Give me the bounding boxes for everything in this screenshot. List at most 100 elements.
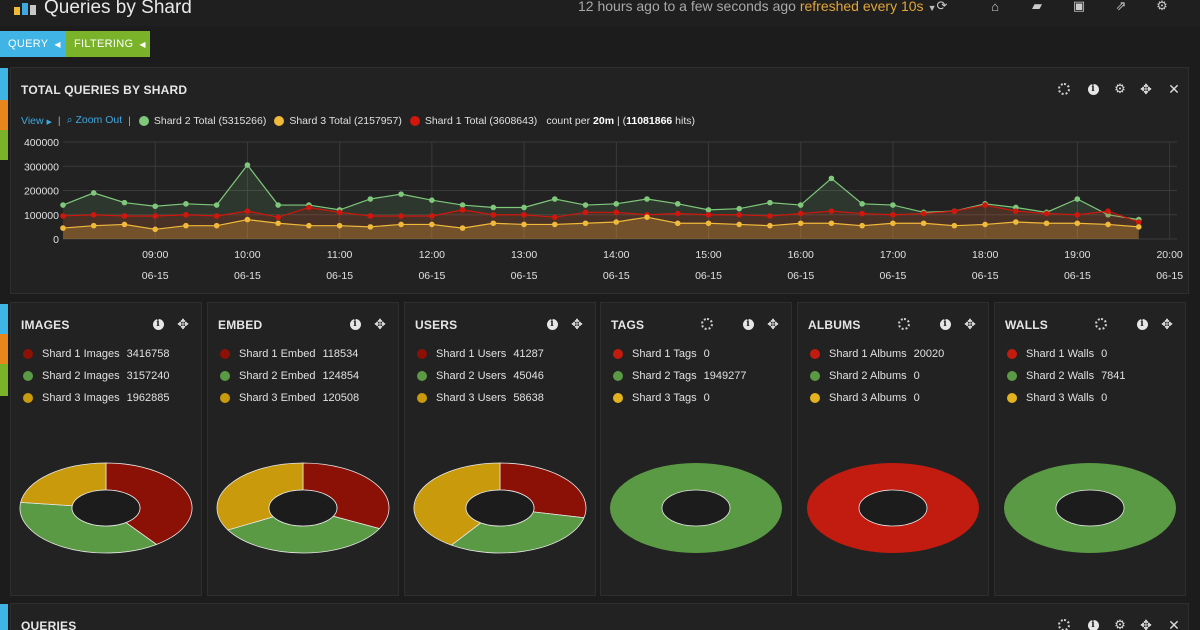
data-point[interactable] <box>521 204 527 211</box>
refresh-icon[interactable]: ⟳ <box>936 0 948 13</box>
data-point[interactable] <box>275 202 281 208</box>
data-point[interactable] <box>1135 224 1142 230</box>
data-point[interactable] <box>705 220 712 227</box>
data-point[interactable] <box>582 202 589 208</box>
data-point[interactable] <box>121 213 128 219</box>
donut-slice[interactable] <box>610 463 782 553</box>
info-icon[interactable]: i <box>150 316 166 332</box>
donut-slice[interactable] <box>807 463 979 553</box>
data-point[interactable] <box>797 220 804 227</box>
gear-icon[interactable]: ⚙ <box>1114 81 1126 96</box>
data-point[interactable] <box>60 213 66 219</box>
data-point[interactable] <box>213 213 220 219</box>
data-point[interactable] <box>1135 219 1142 225</box>
legend-item[interactable]: Shard 1 Albums 20020 <box>810 348 944 360</box>
legend-item[interactable]: Shard 2 Users 45046 <box>417 370 544 382</box>
data-point[interactable] <box>336 222 343 229</box>
data-point[interactable] <box>890 211 896 218</box>
data-point[interactable] <box>521 211 527 218</box>
data-point[interactable] <box>1074 211 1081 218</box>
move-icon[interactable]: ✥ <box>767 315 779 332</box>
time-range-picker[interactable]: 12 hours ago to a few seconds ago refres… <box>578 0 936 14</box>
legend-item[interactable]: Shard 1 Tags 0 <box>613 348 710 360</box>
data-point[interactable] <box>275 214 281 220</box>
series-line[interactable] <box>62 216 1139 230</box>
data-point[interactable] <box>152 226 159 233</box>
data-point[interactable] <box>90 222 97 229</box>
move-icon[interactable]: ✥ <box>1140 616 1152 630</box>
legend-item[interactable]: Shard 2 Total (5315266) <box>153 114 267 127</box>
gear-icon[interactable]: ⚙ <box>1156 0 1168 13</box>
data-point[interactable] <box>767 199 773 206</box>
data-point[interactable] <box>613 219 620 225</box>
images-donut-chart[interactable] <box>11 453 201 563</box>
data-point[interactable] <box>90 190 97 196</box>
data-point[interactable] <box>644 196 650 202</box>
gear-icon[interactable]: ⚙ <box>1114 617 1126 630</box>
close-icon[interactable]: ✕ <box>1168 616 1180 630</box>
legend-item[interactable]: Shard 2 Walls 7841 <box>1007 370 1126 382</box>
data-point[interactable] <box>828 175 835 182</box>
data-point[interactable] <box>1043 210 1050 217</box>
data-point[interactable] <box>613 201 620 207</box>
data-point[interactable] <box>982 221 988 228</box>
folder-open-icon[interactable]: ▰ <box>1032 0 1042 13</box>
data-point[interactable] <box>213 222 220 229</box>
data-point[interactable] <box>213 202 220 208</box>
share-icon[interactable]: ⇗ <box>1115 0 1127 13</box>
tags-donut-chart[interactable] <box>601 453 791 563</box>
data-point[interactable] <box>890 220 896 227</box>
legend-item[interactable]: Shard 3 Images 1962885 <box>23 392 169 404</box>
data-point[interactable] <box>306 204 312 211</box>
data-point[interactable] <box>551 196 558 202</box>
data-point[interactable] <box>982 202 988 208</box>
data-point[interactable] <box>459 225 466 231</box>
data-point[interactable] <box>121 199 128 206</box>
embed-donut-chart[interactable] <box>208 453 398 563</box>
data-point[interactable] <box>306 222 312 229</box>
data-point[interactable] <box>613 209 620 216</box>
legend-item[interactable]: Shard 2 Images 3157240 <box>23 370 169 382</box>
close-icon[interactable]: ✕ <box>1168 80 1180 97</box>
data-point[interactable] <box>1013 208 1019 214</box>
data-point[interactable] <box>459 202 466 208</box>
legend-item[interactable]: Shard 2 Albums 0 <box>810 370 920 382</box>
data-point[interactable] <box>736 211 743 218</box>
data-point[interactable] <box>828 220 835 227</box>
legend-item[interactable]: Shard 3 Tags 0 <box>613 392 710 404</box>
data-point[interactable] <box>183 222 189 229</box>
data-point[interactable] <box>244 208 251 214</box>
data-point[interactable] <box>551 214 558 220</box>
data-point[interactable] <box>336 209 343 216</box>
data-point[interactable] <box>859 210 865 217</box>
info-icon[interactable]: i <box>1085 617 1101 630</box>
data-point[interactable] <box>1043 220 1050 227</box>
legend-item[interactable]: Shard 3 Albums 0 <box>810 392 920 404</box>
data-point[interactable] <box>244 162 251 168</box>
data-point[interactable] <box>521 221 527 228</box>
data-point[interactable] <box>429 221 435 228</box>
legend-item[interactable]: Shard 2 Embed 124854 <box>220 370 359 382</box>
data-point[interactable] <box>582 209 589 216</box>
legend-item[interactable]: Shard 1 Walls 0 <box>1007 348 1107 360</box>
data-point[interactable] <box>367 224 374 230</box>
info-icon[interactable]: i <box>740 316 756 332</box>
move-icon[interactable]: ✥ <box>1161 315 1173 332</box>
data-point[interactable] <box>674 210 681 217</box>
legend-item[interactable]: Shard 1 Total (3608643) <box>424 114 538 127</box>
data-point[interactable] <box>1013 219 1019 225</box>
legend-item[interactable]: Shard 2 Tags 1949277 <box>613 370 746 382</box>
view-menu[interactable]: View ▶ <box>21 115 52 127</box>
data-point[interactable] <box>920 220 927 227</box>
data-point[interactable] <box>459 207 466 213</box>
data-point[interactable] <box>705 211 712 218</box>
data-point[interactable] <box>152 203 159 210</box>
data-point[interactable] <box>767 213 773 219</box>
data-point[interactable] <box>398 221 404 228</box>
data-point[interactable] <box>490 211 497 218</box>
data-point[interactable] <box>490 204 497 211</box>
move-icon[interactable]: ✥ <box>374 315 386 332</box>
data-point[interactable] <box>183 201 189 207</box>
move-icon[interactable]: ✥ <box>964 315 976 332</box>
info-icon[interactable]: i <box>1134 316 1150 332</box>
